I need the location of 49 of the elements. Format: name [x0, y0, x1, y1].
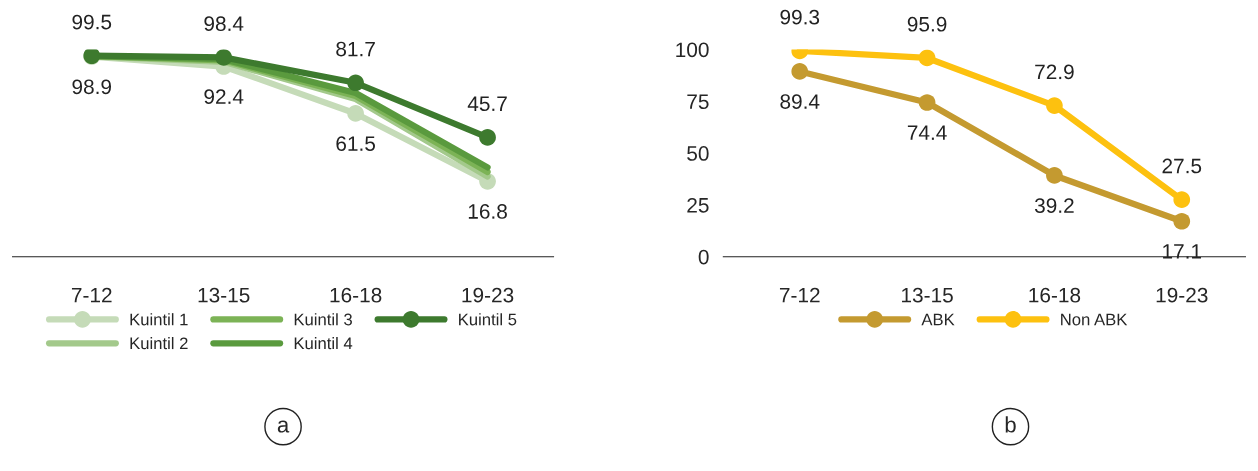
legend-label: Kuintil 2 — [130, 337, 188, 350]
point — [215, 49, 233, 66]
y-tick-label: 25 — [687, 197, 709, 213]
point — [1046, 97, 1063, 114]
y-tick-label: 0 — [698, 249, 709, 265]
x-tick-label: 7-12 — [71, 287, 112, 303]
data-label: 99.5 — [72, 14, 112, 30]
y-tick-label: 75 — [687, 94, 709, 110]
data-label: 81.7 — [336, 41, 375, 57]
legend-label: Kuintil 1 — [130, 313, 188, 326]
data-label: 17.1 — [1163, 244, 1202, 259]
point — [1173, 191, 1191, 209]
point — [347, 105, 364, 122]
x-tick-label: 13-15 — [198, 287, 250, 303]
x-tick-label: 19-23 — [462, 287, 514, 303]
data-label: 98.9 — [72, 79, 112, 95]
data-label: 98.4 — [204, 16, 244, 32]
legend-label: Kuintil 3 — [294, 313, 352, 326]
x-tick-label: 16-18 — [330, 287, 382, 303]
point — [918, 94, 936, 111]
data-label: 99.3 — [780, 9, 820, 25]
point — [347, 74, 364, 92]
data-label: 16.8 — [468, 204, 507, 219]
text: b — [1005, 416, 1016, 433]
x-tick-label: 7-12 — [779, 287, 820, 303]
data-label: 74.4 — [907, 125, 947, 140]
point — [791, 63, 809, 80]
point — [918, 49, 936, 67]
data-label: 27.5 — [1162, 158, 1202, 174]
legend-label: Non ABK — [1061, 313, 1128, 326]
data-label: 92.4 — [204, 89, 244, 105]
point — [1173, 212, 1191, 230]
data-label: 89.4 — [780, 94, 820, 109]
x-tick-label: 19-23 — [1156, 287, 1208, 303]
data-label: 45.7 — [467, 96, 507, 112]
data-label: 95.9 — [907, 16, 947, 32]
y-tick-label: 100 — [676, 42, 709, 58]
y-tick-label: 50 — [687, 146, 709, 161]
data-label: 39.2 — [1034, 198, 1074, 213]
legend-label: ABK — [921, 313, 955, 326]
legend-label: Kuintil 4 — [294, 337, 353, 350]
legend-label: Kuintil 5 — [459, 313, 517, 326]
data-label: 72.9 — [1035, 64, 1074, 80]
x-tick-label: 16-18 — [1029, 287, 1081, 303]
data-label: 61.5 — [336, 136, 376, 151]
x-tick-label: 13-15 — [902, 287, 953, 303]
text: a — [277, 420, 290, 433]
point — [479, 129, 496, 146]
point — [1046, 167, 1063, 184]
